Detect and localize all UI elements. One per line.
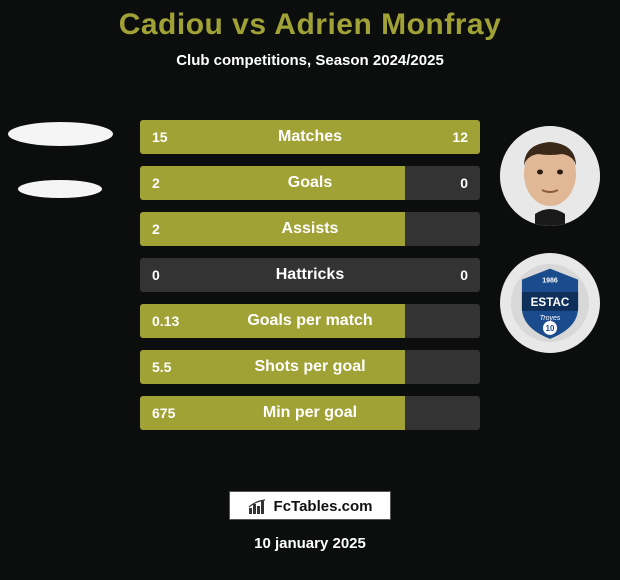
stat-bars: Matches1512Goals20Assists2Hattricks00Goa… [140, 120, 480, 442]
player1-avatar-ellipse-bottom [18, 180, 102, 198]
badge-year: 1986 [542, 278, 558, 285]
footer: FcTables.com [0, 491, 620, 520]
stat-value-left: 0 [152, 267, 160, 283]
stat-label: Goals per match [140, 312, 480, 330]
footer-brand-box: FcTables.com [229, 491, 392, 520]
stat-row: Goals2 0 [140, 166, 480, 200]
stat-value-left: 15 [152, 129, 168, 145]
stat-label: Shots per goal [140, 358, 480, 376]
stat-label: Assists [140, 220, 480, 238]
stat-value-left: 2 [152, 221, 160, 237]
stat-label: Min per goal [140, 404, 480, 422]
bar-chart-icon [248, 499, 268, 515]
stat-value-right: 0 [460, 267, 468, 283]
stat-row: Hattricks0 0 [140, 258, 480, 292]
club-badge-icon: 1986 ESTAC Troyes 10 [511, 264, 589, 342]
badge-number: 10 [546, 324, 555, 333]
stat-value-left: 5.5 [152, 359, 171, 375]
stat-value-right: 12 [452, 129, 468, 145]
player2-club-badge: 1986 ESTAC Troyes 10 [500, 253, 600, 353]
stat-label: Matches [140, 128, 480, 146]
stat-label: Hattricks [140, 266, 480, 284]
stat-row: Goals per match0.13 [140, 304, 480, 338]
comparison-infographic: Cadiou vs Adrien Monfray Club competitio… [0, 0, 620, 580]
stat-value-left: 0.13 [152, 313, 179, 329]
stat-row: Min per goal675 [140, 396, 480, 430]
stat-row: Assists2 [140, 212, 480, 246]
stat-row: Shots per goal5.5 [140, 350, 480, 384]
stat-value-left: 2 [152, 175, 160, 191]
stat-row: Matches15 12 [140, 120, 480, 154]
player2-avatar [500, 126, 600, 226]
badge-name: ESTAC [531, 296, 570, 309]
stat-label: Goals [140, 174, 480, 192]
date-text: 10 january 2025 [0, 535, 620, 552]
stat-value-left: 675 [152, 405, 175, 421]
stat-value-right: 0 [460, 175, 468, 191]
footer-brand-text: FcTables.com [274, 498, 373, 515]
player-face-icon [500, 126, 600, 226]
player1-avatar-ellipse-top [8, 122, 113, 146]
